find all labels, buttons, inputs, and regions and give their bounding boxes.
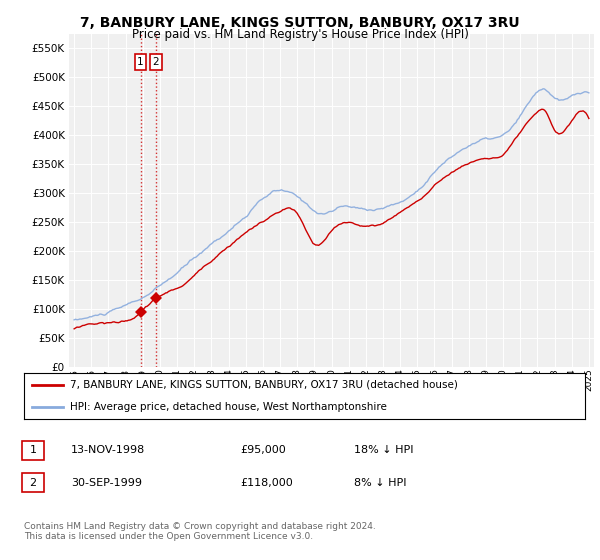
Text: £118,000: £118,000 bbox=[240, 478, 293, 488]
Text: 7, BANBURY LANE, KINGS SUTTON, BANBURY, OX17 3RU: 7, BANBURY LANE, KINGS SUTTON, BANBURY, … bbox=[80, 16, 520, 30]
Text: 13-NOV-1998: 13-NOV-1998 bbox=[71, 445, 145, 455]
Text: 1: 1 bbox=[137, 57, 144, 67]
Text: 30-SEP-1999: 30-SEP-1999 bbox=[71, 478, 142, 488]
Text: 2: 2 bbox=[29, 478, 37, 488]
Text: 1: 1 bbox=[29, 445, 37, 455]
Text: £95,000: £95,000 bbox=[240, 445, 286, 455]
Text: Price paid vs. HM Land Registry's House Price Index (HPI): Price paid vs. HM Land Registry's House … bbox=[131, 28, 469, 41]
Text: Contains HM Land Registry data © Crown copyright and database right 2024.
This d: Contains HM Land Registry data © Crown c… bbox=[24, 522, 376, 542]
Text: 18% ↓ HPI: 18% ↓ HPI bbox=[354, 445, 413, 455]
Text: 2: 2 bbox=[152, 57, 159, 67]
Text: 7, BANBURY LANE, KINGS SUTTON, BANBURY, OX17 3RU (detached house): 7, BANBURY LANE, KINGS SUTTON, BANBURY, … bbox=[70, 380, 458, 390]
Text: HPI: Average price, detached house, West Northamptonshire: HPI: Average price, detached house, West… bbox=[70, 402, 387, 412]
Text: 8% ↓ HPI: 8% ↓ HPI bbox=[354, 478, 407, 488]
